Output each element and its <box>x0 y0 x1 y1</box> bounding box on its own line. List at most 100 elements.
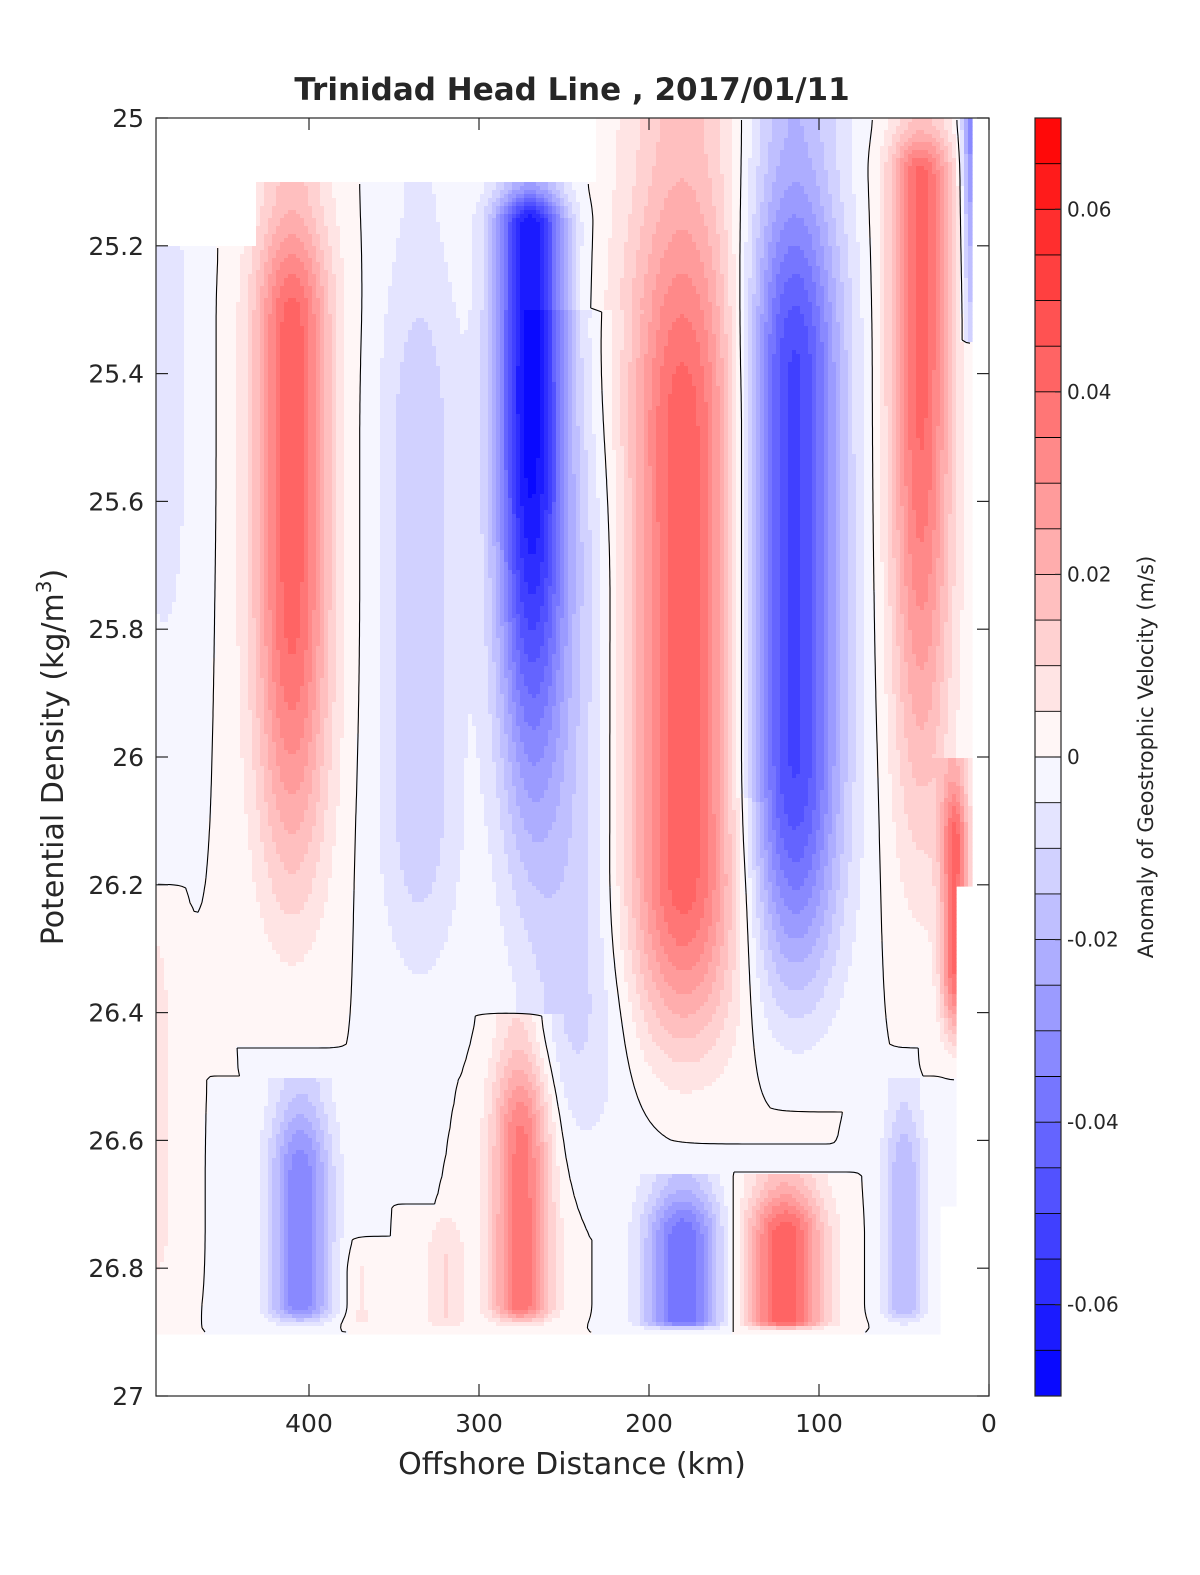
field-cell <box>512 182 525 187</box>
field-cell <box>520 222 541 227</box>
field-cell <box>704 130 721 135</box>
field-cell <box>856 230 869 235</box>
field-cell <box>704 134 721 139</box>
field-cell <box>820 226 829 231</box>
field-cell <box>548 242 553 247</box>
field-cell <box>940 210 945 215</box>
field-cell <box>316 230 329 235</box>
field-cell <box>320 238 329 243</box>
field-cell <box>904 238 909 243</box>
field-cell <box>904 150 913 155</box>
field-cell <box>500 226 505 231</box>
field-cell <box>568 222 573 227</box>
field-cell <box>952 174 957 179</box>
field-cell <box>712 246 721 251</box>
field-cell <box>496 206 501 211</box>
field-cell <box>908 226 917 231</box>
field-cell <box>572 186 589 191</box>
field-cell <box>804 218 817 223</box>
field-cell <box>884 162 893 167</box>
field-cell <box>552 198 561 203</box>
field-cell <box>344 258 361 263</box>
field-cell <box>732 246 741 251</box>
field-cell <box>740 210 749 215</box>
field-cell <box>596 166 617 171</box>
field-cell <box>324 254 333 259</box>
field-cell <box>756 190 765 195</box>
field-cell <box>768 242 777 247</box>
field-cell <box>916 246 929 251</box>
field-cell <box>904 226 909 231</box>
field-cell <box>944 126 953 131</box>
field-cell <box>324 214 337 219</box>
field-cell <box>700 206 717 211</box>
field-cell <box>636 162 657 167</box>
field-cell <box>868 198 881 203</box>
field-cell <box>836 154 853 159</box>
field-cell <box>636 178 653 183</box>
field-cell <box>552 222 557 227</box>
field-cell <box>880 206 885 211</box>
field-cell <box>640 126 661 131</box>
field-cell <box>940 146 949 151</box>
field-cell <box>484 222 489 227</box>
field-cell <box>524 218 537 223</box>
field-cell <box>832 206 845 211</box>
field-cell <box>916 166 925 171</box>
field-cell <box>828 170 841 175</box>
field-cell <box>832 202 845 207</box>
field-cell <box>912 118 933 123</box>
field-cell <box>772 222 785 227</box>
field-cell <box>520 230 541 235</box>
field-cell <box>880 230 885 235</box>
field-cell <box>552 194 557 199</box>
field-cell <box>916 254 929 259</box>
field-cell <box>720 242 729 247</box>
field-cell <box>564 242 569 247</box>
field-cell <box>720 158 733 163</box>
field-cell <box>432 186 485 191</box>
field-cell <box>508 198 513 203</box>
field-cell <box>892 234 897 239</box>
field-cell <box>216 246 245 251</box>
field-cell <box>720 122 733 127</box>
field-cell <box>952 214 957 219</box>
field-cell <box>500 202 505 207</box>
field-cell <box>608 238 629 243</box>
field-cell <box>332 258 345 263</box>
field-cell <box>820 190 829 195</box>
field-cell <box>564 218 569 223</box>
field-cell <box>908 122 933 127</box>
field-cell <box>812 242 821 247</box>
field-cell <box>256 186 265 191</box>
field-cell <box>716 210 725 215</box>
field-cell <box>560 242 565 247</box>
field-cell <box>944 222 949 227</box>
field-cell <box>492 222 497 227</box>
field-cell <box>572 222 577 227</box>
field-cell <box>264 242 273 247</box>
field-cell <box>692 186 713 191</box>
field-cell <box>760 162 769 167</box>
field-cell <box>240 254 253 259</box>
field-cell <box>272 214 285 219</box>
field-cell <box>888 154 893 159</box>
field-cell <box>612 202 633 207</box>
field-cell <box>716 214 725 219</box>
field-cell <box>660 122 705 127</box>
field-cell <box>576 234 585 239</box>
field-cell <box>900 158 909 163</box>
field-cell <box>756 206 761 211</box>
field-cell <box>720 166 733 171</box>
field-cell <box>960 146 965 151</box>
field-cell <box>560 230 565 235</box>
field-cell <box>304 218 317 223</box>
field-cell <box>504 242 509 247</box>
field-cell <box>956 222 961 227</box>
field-cell <box>880 146 889 151</box>
field-cell <box>252 250 261 255</box>
field-cell <box>728 230 733 235</box>
field-cell <box>536 190 549 195</box>
field-cell <box>656 230 677 235</box>
field-cell <box>900 178 905 183</box>
